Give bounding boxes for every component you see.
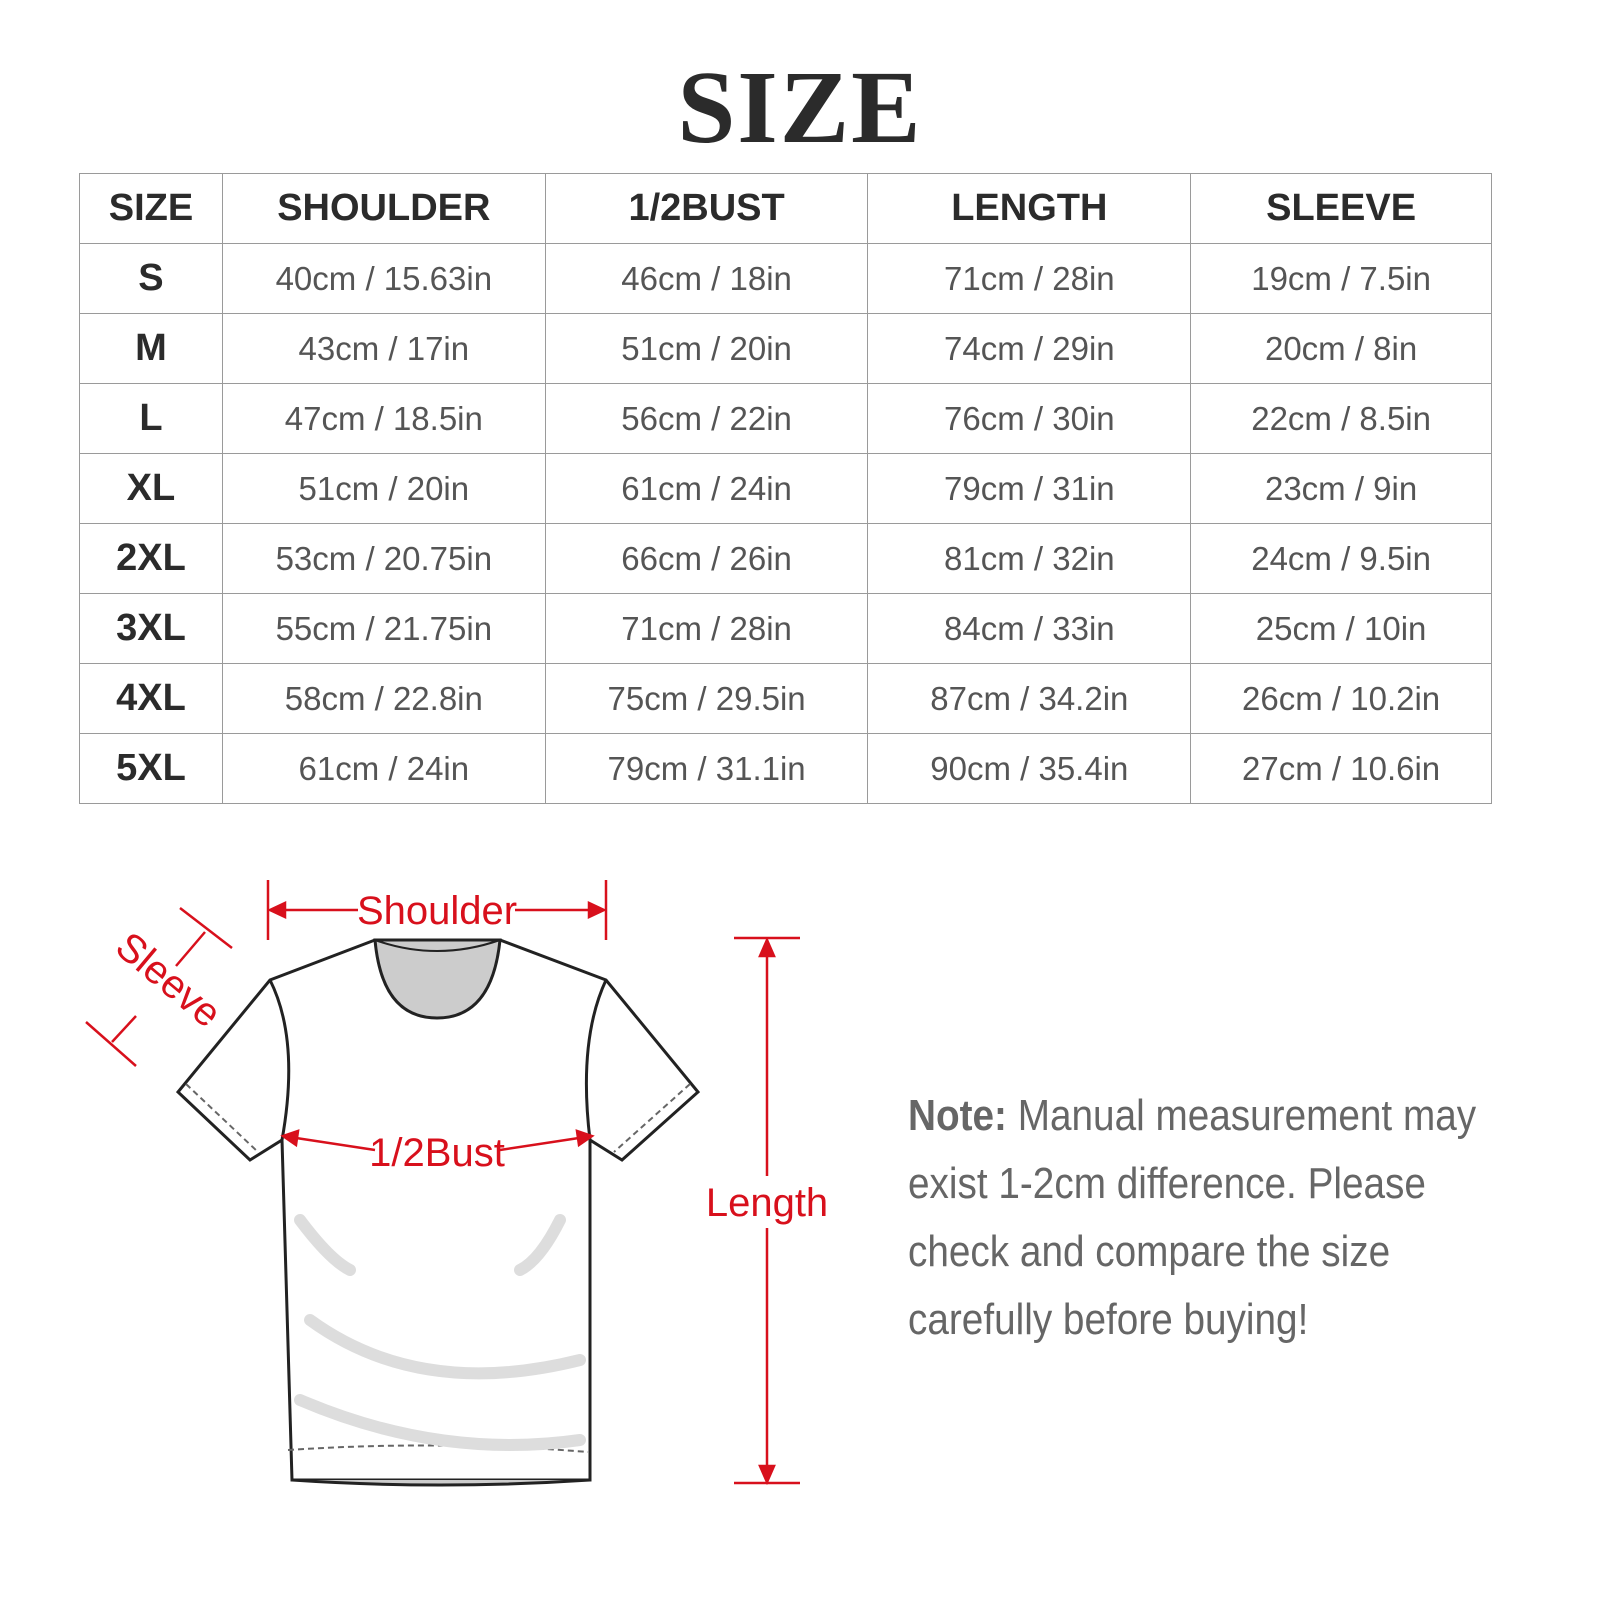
size-cell: 5XL — [79, 733, 223, 804]
measurement-cell: 81cm / 32in — [867, 523, 1192, 594]
size-cell: L — [79, 383, 223, 454]
size-cell: 2XL — [79, 523, 223, 594]
measurement-cell: 24cm / 9.5in — [1190, 523, 1492, 594]
column-header: LENGTH — [867, 173, 1192, 244]
size-table: SIZE SHOULDER 1/2BUST LENGTH SLEEVE S 40cm / … — [79, 173, 1492, 804]
bust-label: 1/2Bust — [369, 1131, 505, 1175]
measurement-cell: 90cm / 35.4in — [867, 733, 1192, 804]
measurement-cell: 84cm / 33in — [867, 593, 1192, 664]
size-cell: 3XL — [79, 593, 223, 664]
measurement-cell: 26cm / 10.2in — [1190, 663, 1492, 734]
measurement-cell: 47cm / 18.5in — [221, 383, 546, 454]
measurement-cell: 58cm / 22.8in — [221, 663, 546, 734]
measurement-cell: 19cm / 7.5in — [1190, 243, 1492, 314]
table-row: M 43cm / 17in 51cm / 20in 74cm / 29in 20cm /… — [79, 313, 1492, 384]
measurement-cell: 53cm / 20.75in — [221, 523, 546, 594]
column-header: 1/2BUST — [544, 173, 869, 244]
table-row: 5XL 61cm / 24in 79cm / 31.1in 90cm / 35.4in… — [79, 733, 1492, 804]
measurement-cell: 27cm / 10.6in — [1190, 733, 1492, 804]
measurement-cell: 61cm / 24in — [221, 733, 546, 804]
measurement-cell: 75cm / 29.5in — [544, 663, 869, 734]
tshirt-diagram: Shoulder Sleeve 1/2Bust Length — [85, 880, 828, 1487]
note-label: Note: — [908, 1091, 1007, 1140]
column-header: SHOULDER — [221, 173, 546, 244]
column-header: SLEEVE — [1190, 173, 1492, 244]
table-row: 2XL 53cm / 20.75in 66cm / 26in 81cm / 32in 2… — [79, 523, 1492, 594]
table-row: XL 51cm / 20in 61cm / 24in 79cm / 31in 23cm … — [79, 453, 1492, 524]
measurement-cell: 71cm / 28in — [544, 593, 869, 664]
measurement-cell: 61cm / 24in — [544, 453, 869, 524]
measurement-cell: 25cm / 10in — [1190, 593, 1492, 664]
size-cell: S — [79, 243, 223, 314]
measurement-cell: 74cm / 29in — [867, 313, 1192, 384]
sleeve-label: Sleeve — [107, 924, 229, 1036]
table-header-row: SIZE SHOULDER 1/2BUST LENGTH SLEEVE — [79, 173, 1492, 244]
size-cell: M — [79, 313, 223, 384]
table-row: 3XL 55cm / 21.75in 71cm / 28in 84cm / 33in 2… — [79, 593, 1492, 664]
page-title: SIZE — [677, 50, 923, 165]
measurement-cell: 79cm / 31.1in — [544, 733, 869, 804]
measurement-lines — [85, 880, 800, 1486]
measurement-cell: 40cm / 15.63in — [221, 243, 546, 314]
measurement-cell: 20cm / 8in — [1190, 313, 1492, 384]
measurement-cell: 56cm / 22in — [544, 383, 869, 454]
length-label: Length — [706, 1181, 828, 1225]
note-body: Manual measurement may exist 1-2cm diffe… — [908, 1091, 1477, 1344]
table-row: 4XL 58cm / 22.8in 75cm / 29.5in 87cm / 34.2… — [79, 663, 1492, 734]
measurement-cell: 87cm / 34.2in — [867, 663, 1192, 734]
table-row: S 40cm / 15.63in 46cm / 18in 71cm / 28in 19c… — [79, 243, 1492, 314]
size-cell: 4XL — [79, 663, 223, 734]
measurement-cell: 79cm / 31in — [867, 453, 1192, 524]
measurement-cell: 46cm / 18in — [544, 243, 869, 314]
measurement-cell: 51cm / 20in — [221, 453, 546, 524]
tshirt-illustration — [175, 938, 701, 1487]
measurement-cell: 22cm / 8.5in — [1190, 383, 1492, 454]
size-cell: XL — [79, 453, 223, 524]
shoulder-label: Shoulder — [357, 889, 517, 933]
column-header: SIZE — [79, 173, 223, 244]
note-text: Note: Manual measurement may exist 1-2cm… — [908, 1082, 1524, 1354]
measurement-cell: 55cm / 21.75in — [221, 593, 546, 664]
measurement-cell: 51cm / 20in — [544, 313, 869, 384]
measurement-cell: 43cm / 17in — [221, 313, 546, 384]
fabric-shading — [294, 1214, 586, 1451]
measurement-cell: 23cm / 9in — [1190, 453, 1492, 524]
table-row: L 47cm / 18.5in 56cm / 22in 76cm / 30in 22cm… — [79, 383, 1492, 454]
measurement-cell: 76cm / 30in — [867, 383, 1192, 454]
measurement-cell: 71cm / 28in — [867, 243, 1192, 314]
measurement-cell: 66cm / 26in — [544, 523, 869, 594]
